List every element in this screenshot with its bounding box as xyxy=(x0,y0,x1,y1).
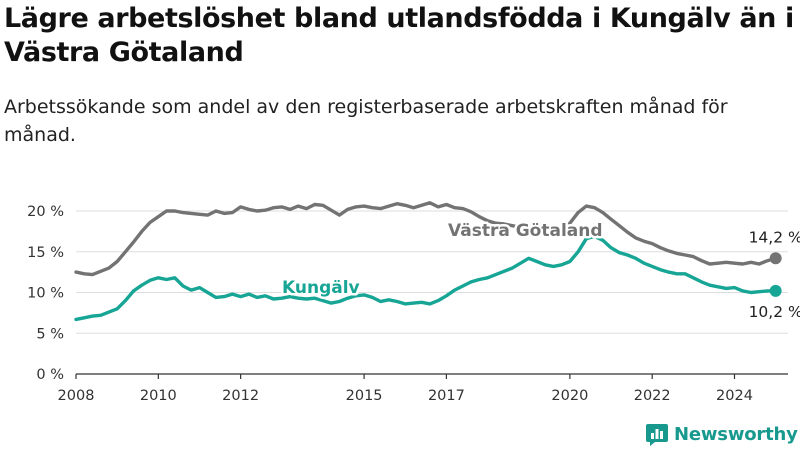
end-value-label-kungalv: 10,2 % xyxy=(749,303,800,321)
series-lines xyxy=(74,201,782,322)
chart-subtitle: Arbetssökande som andel av den registerb… xyxy=(4,96,728,146)
x-tick-label: 2008 xyxy=(58,388,95,404)
series-label-kungalv: Kungälv xyxy=(282,278,360,298)
y-tick-label: 20 % xyxy=(27,204,64,220)
y-tick-label: 5 % xyxy=(36,326,64,342)
series-line-vastra-gotaland xyxy=(74,201,778,277)
x-tick-label: 2012 xyxy=(222,388,259,404)
chart-title: Lägre arbetslöshet bland utlandsfödda i … xyxy=(4,3,794,68)
y-tick-label: 0 % xyxy=(36,367,64,383)
brand-name: Newsworthy xyxy=(674,423,798,445)
x-tick-label: 2022 xyxy=(634,388,671,404)
y-tick-label: 15 % xyxy=(27,245,64,261)
y-tick-label: 10 % xyxy=(27,286,64,302)
x-tick-label: 2020 xyxy=(551,388,588,404)
series-end-dot-kungalv xyxy=(769,284,782,297)
end-value-label-vastra-gotaland: 14,2 % xyxy=(749,228,800,246)
series-label-vastra-gotaland-halo: Västra Götaland xyxy=(448,221,603,241)
newsworthy-brand[interactable]: Newsworthy xyxy=(646,421,798,447)
x-tick-label: 2015 xyxy=(346,388,383,404)
series-line-kungalv xyxy=(74,234,778,322)
x-tick-label: 2017 xyxy=(428,388,465,404)
x-tick-label: 2010 xyxy=(140,388,177,404)
axes: 0 % 5 % 10 % 15 % 20 % 2008 2010 2012 2015 2017 20… xyxy=(27,204,788,404)
x-tick-label: 2024 xyxy=(716,388,753,404)
series-end-dot-vastra-gotaland xyxy=(769,252,782,265)
bar-chart-logo-icon xyxy=(646,424,668,446)
series-label-vastra-gotaland: Västra Götaland xyxy=(448,221,603,241)
series-label-kungalv-halo: Kungälv xyxy=(282,278,360,298)
